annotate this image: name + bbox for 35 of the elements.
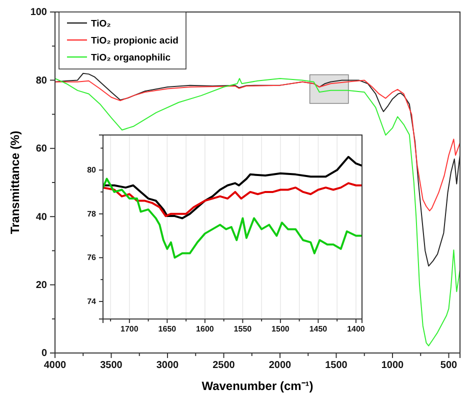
line-series	[55, 72, 460, 267]
x-tick-label: 3500	[100, 360, 123, 372]
legend-label: TiO₂	[91, 18, 111, 30]
y-tick-label: 60	[36, 144, 48, 155]
y-axis-title: Transmittance (%)	[8, 130, 22, 234]
y-tick-label: 40	[36, 212, 48, 223]
x-tick-label: 1700	[120, 324, 139, 334]
line-series	[55, 80, 460, 212]
x-tick-label: 1650	[158, 324, 177, 334]
x-tick-label: 2500	[212, 360, 236, 372]
x-tick-label: 1400	[347, 324, 366, 334]
y-tick-label: 74	[87, 297, 97, 306]
y-tick-label: 20	[36, 280, 48, 291]
y-tick-label: 78	[87, 209, 97, 218]
x-tick-label: 3000	[156, 360, 180, 372]
line-series	[103, 178, 362, 259]
x-tick-label: 1000	[381, 360, 404, 372]
x-tick-label: 4000	[44, 360, 67, 372]
x-axis-title: Wavenumber (cm⁻¹)	[202, 379, 314, 393]
y-tick-label: 80	[87, 166, 97, 175]
y-tick-label: 80	[36, 75, 48, 86]
x-tick-label: 1500	[272, 324, 290, 334]
y-tick-label: 100	[30, 7, 48, 18]
y-tick-label: 0	[41, 348, 48, 360]
x-tick-label: 1450	[309, 324, 328, 334]
x-tick-label: 1600	[196, 324, 214, 334]
line-series	[103, 182, 362, 218]
legend-label: TiO₂ propionic acid	[91, 36, 179, 46]
x-tick-label: 1500	[325, 360, 348, 372]
legend-label: TiO₂ organophilic	[91, 52, 171, 64]
x-tick-label: 1550	[234, 324, 252, 334]
x-tick-label: 500	[440, 360, 458, 372]
y-tick-label: 76	[87, 253, 97, 262]
line-series	[103, 156, 362, 220]
x-tick-label: 2000	[268, 360, 292, 372]
